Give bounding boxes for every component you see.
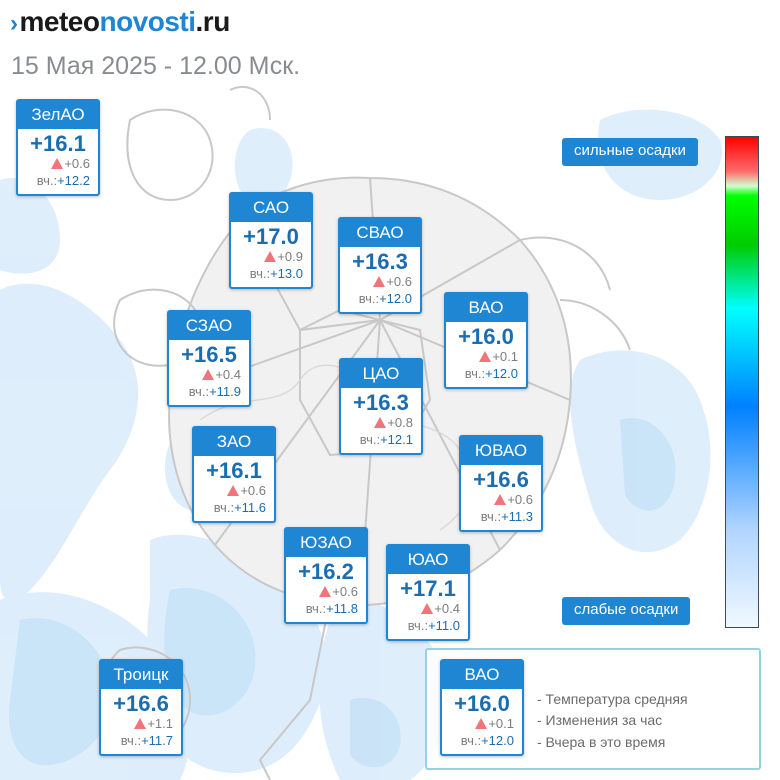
district-name: ЦАО (341, 360, 421, 388)
rise-triangle-icon (227, 485, 240, 496)
hourly-change: +0.1 (446, 349, 526, 365)
rise-triangle-icon (421, 603, 434, 614)
district-card-svao[interactable]: СВАО +16.3 +0.6 вч.:+12.0 (338, 217, 422, 314)
district-card-troitsk[interactable]: Троицк +16.6 +1.1 вч.:+11.7 (99, 659, 183, 756)
district-temperature: +16.5 (181, 342, 237, 367)
district-card-zelao[interactable]: ЗелАО +16.1 +0.6 вч.:+12.2 (16, 99, 100, 196)
yesterday-temperature: вч.:+11.7 (120, 733, 173, 748)
logo-text-ru: .ru (195, 6, 231, 37)
rise-triangle-icon (202, 369, 215, 380)
district-name: ЗАО (194, 428, 274, 456)
rise-triangle-icon (475, 718, 488, 729)
district-card-szao[interactable]: СЗАО +16.5 +0.4 вч.:+11.9 (167, 310, 251, 407)
hourly-change: +0.9 (231, 249, 311, 265)
yesterday-temperature: вч.:+12.1 (359, 432, 413, 447)
yesterday-temperature: вч.:+12.0 (358, 291, 412, 306)
district-card-vao[interactable]: ВАО +16.0 +0.1 вч.:+12.0 (444, 292, 528, 389)
yesterday-temperature: вч.:+11.9 (188, 384, 241, 399)
district-name: ЗелАО (18, 101, 98, 129)
hourly-change: +0.6 (461, 492, 541, 508)
yesterday-temperature: вч.:+12.0 (464, 366, 518, 381)
district-name: Троицк (101, 661, 181, 689)
district-temperature: +17.1 (400, 576, 456, 601)
district-temperature: +16.1 (30, 131, 86, 156)
district-temperature: +16.0 (454, 691, 510, 716)
rise-triangle-icon (374, 417, 387, 428)
hourly-change: +0.6 (18, 156, 98, 172)
rise-triangle-icon (319, 586, 332, 597)
legend-item-average-temp: - Температура средняя (537, 691, 688, 707)
district-temperature: +16.1 (206, 458, 262, 483)
rise-triangle-icon (479, 351, 492, 362)
legend-sample-card: ВАО +16.0 +0.1 вч.:+12.0 (440, 659, 524, 756)
logo-text-meteo: meteo (19, 6, 100, 37)
rise-triangle-icon (51, 158, 64, 169)
yesterday-temperature: вч.:+11.0 (407, 618, 460, 633)
district-card-zao[interactable]: ЗАО +16.1 +0.6 вч.:+11.6 (192, 426, 276, 523)
yesterday-temperature: вч.:+12.2 (36, 173, 90, 188)
yesterday-temperature: вч.:+11.8 (305, 601, 358, 616)
hourly-change: +0.4 (169, 367, 249, 383)
scale-label-light: слабые осадки (562, 597, 691, 625)
district-card-yuzao[interactable]: ЮЗАО +16.2 +0.6 вч.:+11.8 (284, 527, 368, 624)
yesterday-temperature: вч.:+13.0 (249, 266, 303, 281)
district-temperature: +16.2 (298, 559, 354, 584)
district-name: ВАО (446, 294, 526, 322)
district-temperature: +16.6 (113, 691, 169, 716)
hourly-change: +0.1 (442, 716, 522, 732)
forecast-datetime: 15 Мая 2025 - 12.00 Мск. (11, 52, 301, 80)
hourly-change: +0.6 (194, 483, 274, 499)
district-name: СЗАО (169, 312, 249, 340)
district-name: ЮЗАО (286, 529, 366, 557)
yesterday-temperature: вч.:+11.6 (213, 500, 266, 515)
district-name: ЮАО (388, 546, 468, 574)
hourly-change: +0.6 (286, 584, 366, 600)
district-temperature: +16.3 (352, 249, 408, 274)
hourly-change: +0.6 (340, 274, 420, 290)
legend-item-yesterday: - Вчера в это время (537, 734, 666, 750)
district-card-tsao[interactable]: ЦАО +16.3 +0.8 вч.:+12.1 (339, 358, 423, 455)
district-name: СВАО (340, 219, 420, 247)
district-name: ЮВАО (461, 437, 541, 465)
district-name: ВАО (442, 661, 522, 689)
hourly-change: +0.8 (341, 415, 421, 431)
district-name: САО (231, 194, 311, 222)
district-temperature: +16.6 (473, 467, 529, 492)
precipitation-scale-bar (725, 136, 759, 628)
hourly-change: +0.4 (388, 601, 468, 617)
precipitation-areas (0, 109, 722, 780)
district-temperature: +16.0 (458, 324, 514, 349)
hourly-change: +1.1 (101, 716, 181, 732)
rise-triangle-icon (134, 718, 147, 729)
district-card-yuvao[interactable]: ЮВАО +16.6 +0.6 вч.:+11.3 (459, 435, 543, 532)
yesterday-temperature: вч.:+11.3 (480, 509, 533, 524)
site-logo[interactable]: ›meteonovosti.ru (10, 6, 230, 38)
district-temperature: +17.0 (243, 224, 299, 249)
logo-chevron-icon: › (10, 10, 18, 37)
district-card-sao[interactable]: САО +17.0 +0.9 вч.:+13.0 (229, 192, 313, 289)
district-card-yuao[interactable]: ЮАО +17.1 +0.4 вч.:+11.0 (386, 544, 470, 641)
legend-item-hourly-change: - Изменения за час (537, 712, 663, 728)
scale-label-heavy: сильные осадки (562, 138, 698, 166)
yesterday-temperature: вч.:+12.0 (460, 733, 514, 748)
rise-triangle-icon (494, 494, 507, 505)
rise-triangle-icon (373, 276, 386, 287)
rise-triangle-icon (264, 251, 277, 262)
district-temperature: +16.3 (353, 390, 409, 415)
logo-text-novosti: novosti (99, 6, 196, 37)
